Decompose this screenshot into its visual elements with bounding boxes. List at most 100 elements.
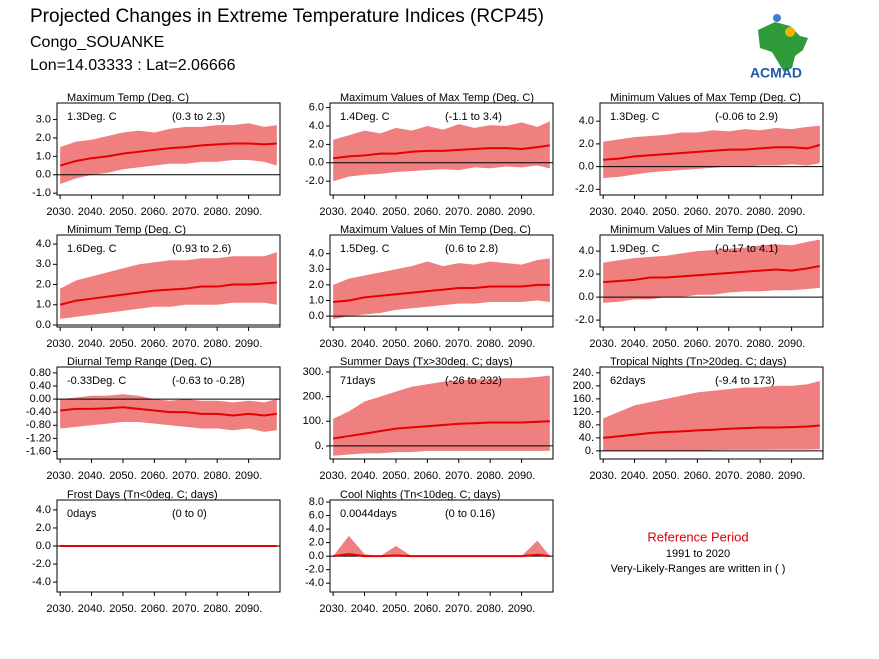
x-tick-label: 2050. (382, 338, 410, 350)
x-tick-label: 2070. (445, 338, 473, 350)
y-tick-label: 8.0 (309, 496, 324, 508)
x-tick-label: 2070. (445, 206, 473, 218)
mean-label: 71days (340, 375, 376, 387)
x-tick-label: 2050. (109, 206, 137, 218)
x-tick-label: 2090. (235, 206, 263, 218)
x-tick-label: 2070. (172, 470, 200, 482)
y-tick-label: -2.0 (575, 183, 594, 195)
y-tick-label: -1.0 (32, 187, 51, 199)
plot-frame (329, 102, 554, 196)
range-label: (-1.1 to 3.4) (445, 111, 502, 123)
plot-frame (329, 366, 554, 460)
x-tick-label: 2050. (652, 338, 680, 350)
y-tick-label: -2.0 (305, 175, 324, 187)
range-label: (-9.4 to 173) (715, 375, 775, 387)
x-tick-label: 2060. (684, 470, 712, 482)
logo: ACMAD (750, 14, 808, 81)
location: Congo_SOUANKE (30, 34, 164, 51)
range-label: (-0.63 to -0.28) (172, 375, 245, 387)
x-tick-label: 2040. (78, 338, 106, 350)
y-tick-label: 4.0 (36, 238, 51, 250)
y-tick-label: 3.0 (36, 113, 51, 125)
y-tick-label: -4.0 (32, 576, 51, 588)
y-tick-label: 4.0 (309, 523, 324, 535)
panel: -2.0 0.0 2.0 4.0 6.0 2030. 2040. 2050. 2060. 2070… (305, 92, 554, 218)
y-tick-label: 0.0 (309, 550, 324, 562)
y-tick-label: 0.0 (309, 310, 324, 322)
mean-line (603, 265, 821, 284)
panel-title: Minimum Values of Max Temp (Deg. C) (610, 92, 801, 104)
x-tick-label: 2090. (508, 338, 536, 350)
x-tick-label: 2070. (445, 470, 473, 482)
x-tick-label: 2080. (476, 603, 504, 615)
y-tick-label: 200. (303, 391, 324, 403)
y-tick-label: 240. (573, 367, 594, 379)
x-tick-label: 2050. (109, 603, 137, 615)
x-tick-label: 2070. (715, 206, 743, 218)
panel-title: Cool Nights (Tn<10deg. C; days) (340, 489, 501, 501)
mean-label: 1.9Deg. C (610, 243, 660, 255)
mean-line (603, 424, 820, 439)
x-tick-label: 2040. (351, 603, 379, 615)
y-tick-label: 0.40 (30, 380, 51, 392)
panel: -1.60-1.20-0.80-0.400.000.400.80 2030. 204… (26, 356, 281, 482)
x-tick-label: 2060. (414, 470, 442, 482)
plot-frame (56, 234, 281, 328)
x-tick-label: 2080. (746, 338, 774, 350)
range-label: (-26 to 232) (445, 375, 502, 387)
range-label: (-0.06 to 2.9) (715, 111, 778, 123)
x-tick-label: 2030. (46, 206, 74, 218)
plot-frame (599, 234, 824, 328)
y-tick-label: -0.80 (26, 419, 51, 431)
range-label: (0.6 to 2.8) (445, 243, 498, 255)
y-tick-label: 120. (573, 406, 594, 418)
y-tick-label: 1.0 (309, 294, 324, 306)
y-tick-label: 2.0 (579, 138, 594, 150)
y-tick-label: 300. (303, 366, 324, 378)
x-tick-label: 2090. (235, 603, 263, 615)
x-tick-label: 2090. (778, 470, 806, 482)
y-tick-label: 3.0 (309, 263, 324, 275)
panel: 0.0 1.0 2.0 3.0 4.0 2030. 2040. 2050. 2060. 2070.… (309, 224, 554, 350)
y-tick-label: 4.0 (309, 120, 324, 132)
y-tick-label: 100. (303, 415, 324, 427)
logo-shape (758, 22, 808, 72)
panel-title: Maximum Values of Min Temp (Deg. C) (340, 224, 531, 236)
x-tick-label: 2060. (414, 603, 442, 615)
panel-title: Diurnal Temp Range (Deg. C) (67, 356, 212, 368)
y-tick-label: 4.0 (36, 504, 51, 516)
x-tick-label: 2060. (414, 206, 442, 218)
x-tick-label: 2050. (652, 470, 680, 482)
x-tick-label: 2050. (382, 206, 410, 218)
y-tick-label: 0.0 (36, 319, 51, 331)
x-tick-label: 2050. (652, 206, 680, 218)
x-tick-label: 2070. (172, 603, 200, 615)
logo-text: ACMAD (750, 65, 802, 81)
x-tick-label: 2030. (589, 470, 617, 482)
y-tick-label: 2.0 (579, 268, 594, 280)
x-tick-label: 2040. (78, 206, 106, 218)
x-tick-label: 2090. (235, 470, 263, 482)
x-tick-label: 2090. (508, 470, 536, 482)
panel: -4.0-2.0 0.02.0 4.0 6.08.0 2030. 2040. 2050. 20… (305, 489, 554, 615)
mean-label: 0.0044days (340, 508, 397, 520)
range-band (603, 125, 820, 178)
panel-title: Maximum Temp (Deg. C) (67, 92, 189, 104)
plot-frame (329, 234, 554, 328)
panel-title: Maximum Values of Max Temp (Deg. C) (340, 92, 534, 104)
mean-label: -0.33Deg. C (67, 375, 126, 387)
x-tick-label: 2080. (476, 338, 504, 350)
x-tick-label: 2090. (235, 338, 263, 350)
y-tick-label: 2.0 (36, 522, 51, 534)
range-label: (-0.17 to 4.1) (715, 243, 778, 255)
x-tick-label: 2030. (319, 470, 347, 482)
y-tick-label: -4.0 (305, 577, 324, 589)
y-tick-label: 160. (573, 393, 594, 405)
y-tick-label: -0.40 (26, 406, 51, 418)
x-tick-label: 2050. (382, 603, 410, 615)
mean-label: 1.5Deg. C (340, 243, 390, 255)
mean-line (333, 144, 551, 160)
y-tick-label: 200. (573, 380, 594, 392)
x-tick-label: 2030. (46, 470, 74, 482)
